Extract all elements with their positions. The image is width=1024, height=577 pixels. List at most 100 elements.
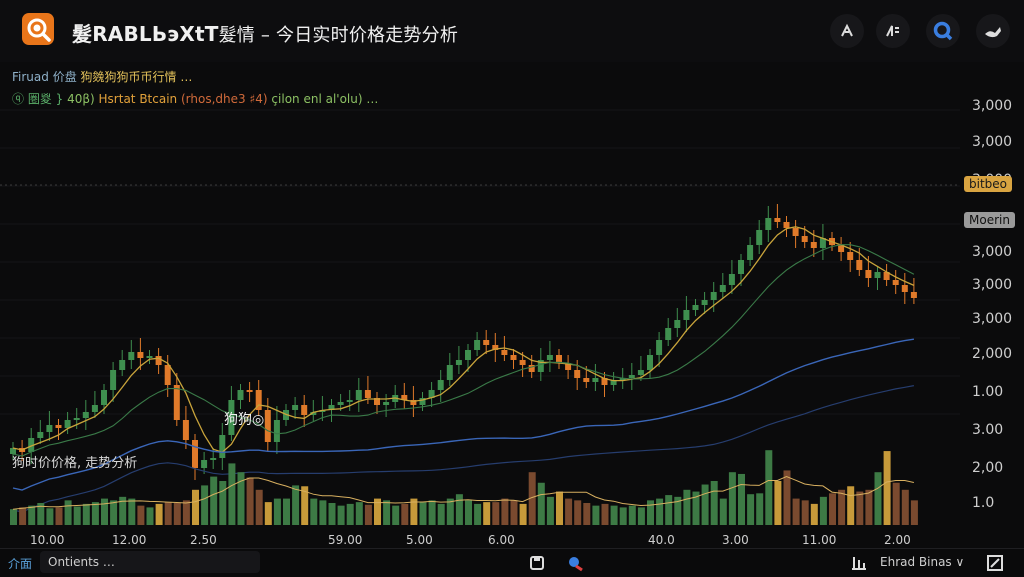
draw-tool-button[interactable]: [830, 14, 864, 48]
candle: [264, 410, 271, 442]
candle: [710, 292, 717, 300]
menu-button[interactable]: [976, 14, 1010, 48]
volume-bar: [264, 502, 272, 525]
volume-bar: [173, 503, 181, 525]
indicator-search-input[interactable]: Ontients …: [40, 551, 260, 573]
volume-bar: [838, 489, 846, 525]
volume-bar: [37, 503, 45, 525]
volume-bar: [192, 489, 199, 525]
volume-bar: [565, 498, 573, 525]
app-logo[interactable]: [22, 13, 54, 45]
indicator-button[interactable]: [876, 14, 910, 48]
legend-prefix[interactable]: ⓠ 圏㚇 }: [12, 92, 64, 106]
y-tick-label: 2,000: [972, 346, 1012, 362]
candle: [410, 400, 417, 405]
fullscreen-icon[interactable]: [986, 554, 1004, 572]
volume-bar: [847, 486, 855, 525]
volume-bar: [355, 502, 363, 525]
candle: [792, 228, 799, 236]
candle: [37, 432, 44, 438]
candle: [847, 252, 854, 260]
volume-bar: [756, 493, 764, 525]
candle: [801, 236, 808, 242]
candle: [210, 458, 217, 460]
candle: [346, 400, 353, 402]
candle: [747, 245, 754, 260]
candle: [619, 378, 626, 380]
volume-bar: [656, 498, 664, 525]
x-tick-label: 5.00: [406, 533, 433, 547]
volume-bar: [455, 494, 463, 525]
candle: [556, 355, 562, 363]
candle: [637, 370, 644, 375]
volume-bar: [492, 502, 500, 525]
volume-bar: [237, 472, 245, 525]
volume-bar: [201, 485, 209, 525]
volume-bar: [910, 500, 918, 525]
price-chart[interactable]: 3,0003,0003,0003,0003,0003,0002,0001.003…: [0, 60, 1024, 548]
volume-bar: [710, 481, 718, 525]
candle: [610, 380, 617, 385]
candle: [528, 365, 535, 372]
volume-bar: [228, 463, 236, 525]
pen-icon: [841, 23, 853, 37]
candle: [865, 270, 872, 278]
candle: [201, 460, 208, 468]
candle: [656, 340, 663, 355]
volume-bar: [765, 450, 773, 525]
candle: [510, 355, 517, 360]
candle: [228, 400, 235, 435]
volume-bar: [665, 495, 673, 525]
volume-bar: [55, 507, 63, 525]
volume-bar: [128, 498, 136, 525]
volume-bar: [137, 505, 145, 525]
search-button[interactable]: [926, 14, 960, 48]
volume-bar: [801, 500, 809, 525]
candle: [437, 380, 444, 390]
y-tick-label: 3,000: [972, 244, 1012, 260]
interval-select[interactable]: Ehrad Binas ∨: [880, 555, 964, 569]
candle: [55, 425, 62, 428]
candle: [455, 360, 462, 365]
candle: [574, 370, 581, 378]
alert-icon[interactable]: [566, 554, 584, 572]
candle: [819, 238, 826, 248]
save-icon[interactable]: [528, 554, 546, 572]
volume-bar: [483, 502, 491, 525]
candle: [674, 320, 681, 328]
volume-bar: [519, 503, 527, 525]
bottom-bar: 介面 Ontients … Ehrad Binas ∨: [0, 548, 1024, 577]
volume-bar: [637, 507, 645, 525]
volume-bar: [28, 505, 36, 525]
x-tick-label: 59.00: [328, 533, 362, 547]
volume-bar: [182, 500, 190, 525]
volume-bar: [283, 498, 290, 525]
chart-annotation: 狗狗◎: [224, 412, 264, 428]
indicator-icon: [886, 25, 899, 37]
volume-bar: [383, 500, 391, 525]
volume-bar: [110, 500, 118, 525]
interface-label[interactable]: 介面: [8, 557, 33, 571]
candle: [10, 448, 16, 454]
x-tick-label: 6.00: [488, 533, 515, 547]
candle: [501, 350, 508, 355]
x-tick-label: 3.00: [722, 533, 749, 547]
candle: [583, 378, 590, 382]
candle-type-icon[interactable]: [850, 554, 868, 572]
volume-bar: [410, 498, 418, 525]
candle: [601, 378, 608, 385]
candle: [765, 218, 772, 230]
volume-bar: [628, 505, 636, 525]
volume-bar: [91, 502, 99, 525]
candle: [519, 360, 526, 365]
candle: [856, 260, 863, 270]
candle: [355, 390, 362, 400]
legend-tail: çilon enl al'olu) …: [271, 92, 379, 106]
volume-bar: [374, 498, 381, 525]
legend-value: 40β): [67, 92, 95, 106]
input-text: Ontients …: [48, 555, 115, 569]
volume-bar: [428, 500, 436, 525]
volume-bar: [319, 500, 327, 525]
volume-bar: [273, 498, 281, 525]
volume-bar: [19, 507, 27, 525]
